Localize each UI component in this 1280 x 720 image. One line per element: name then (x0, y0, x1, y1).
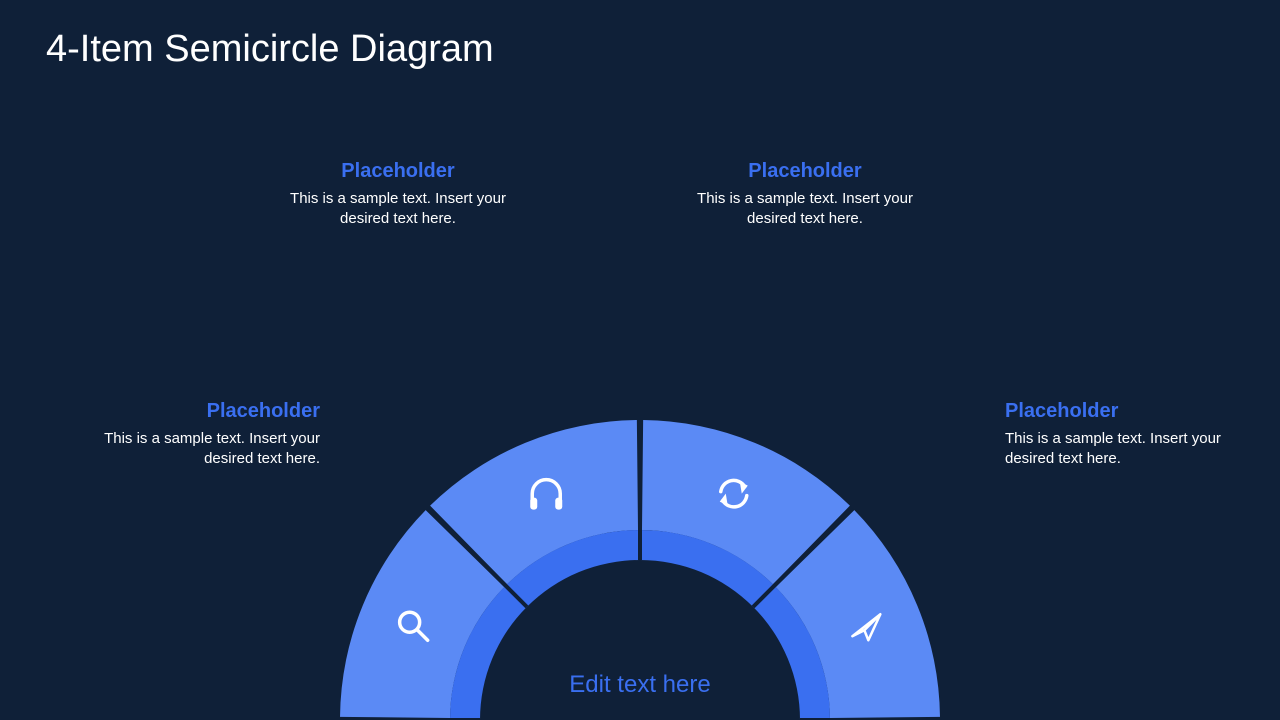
item-left-title: Placeholder (80, 400, 320, 423)
page-title: 4-Item Semicircle Diagram (46, 28, 494, 71)
item-top-left-body: This is a sample text. Insert your desir… (278, 189, 518, 230)
item-left-body: This is a sample text. Insert your desir… (80, 429, 320, 470)
item-top-right-body: This is a sample text. Insert your desir… (685, 189, 925, 230)
item-top-left: Placeholder This is a sample text. Inser… (278, 160, 518, 230)
item-right-body: This is a sample text. Insert your desir… (1005, 429, 1245, 470)
item-top-right: Placeholder This is a sample text. Inser… (685, 160, 925, 230)
center-text: Edit text here (540, 670, 740, 700)
item-left: Placeholder This is a sample text. Inser… (80, 400, 320, 470)
semicircle-diagram (330, 360, 950, 720)
item-right: Placeholder This is a sample text. Inser… (1005, 400, 1245, 470)
item-right-title: Placeholder (1005, 400, 1245, 423)
item-top-left-title: Placeholder (278, 160, 518, 183)
item-top-right-title: Placeholder (685, 160, 925, 183)
